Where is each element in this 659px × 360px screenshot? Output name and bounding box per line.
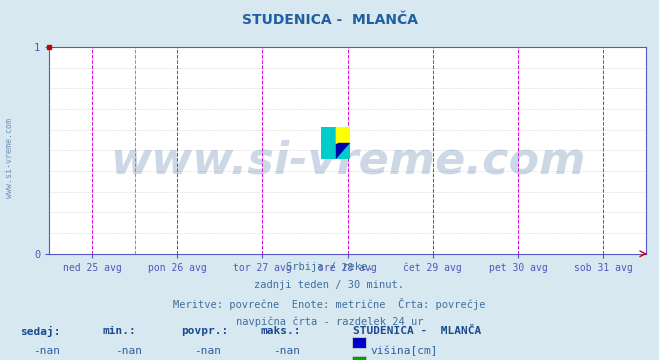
Text: sedaj:: sedaj: (20, 326, 60, 337)
Text: Srbija / reke.: Srbija / reke. (286, 262, 373, 272)
Text: -nan: -nan (194, 346, 221, 356)
Text: -nan: -nan (33, 346, 60, 356)
Text: min.:: min.: (102, 326, 136, 336)
Polygon shape (335, 127, 350, 143)
Text: STUDENICA -  MLANČA: STUDENICA - MLANČA (353, 326, 481, 336)
Polygon shape (335, 143, 350, 158)
Text: navpična črta - razdelek 24 ur: navpična črta - razdelek 24 ur (236, 316, 423, 327)
Text: maks.:: maks.: (260, 326, 301, 336)
Bar (335, 143, 350, 158)
Text: -nan: -nan (115, 346, 142, 356)
Text: www.si-vreme.com: www.si-vreme.com (110, 139, 585, 182)
Bar (335, 127, 350, 143)
Text: zadnji teden / 30 minut.: zadnji teden / 30 minut. (254, 280, 405, 290)
Text: višina[cm]: višina[cm] (370, 346, 438, 356)
Bar (321, 127, 335, 158)
Text: -nan: -nan (273, 346, 301, 356)
Text: povpr.:: povpr.: (181, 326, 229, 336)
Text: STUDENICA -  MLANČA: STUDENICA - MLANČA (241, 13, 418, 27)
Text: www.si-vreme.com: www.si-vreme.com (5, 118, 14, 198)
Text: Meritve: povrečne  Enote: metrične  Črta: povrečje: Meritve: povrečne Enote: metrične Črta: … (173, 298, 486, 310)
